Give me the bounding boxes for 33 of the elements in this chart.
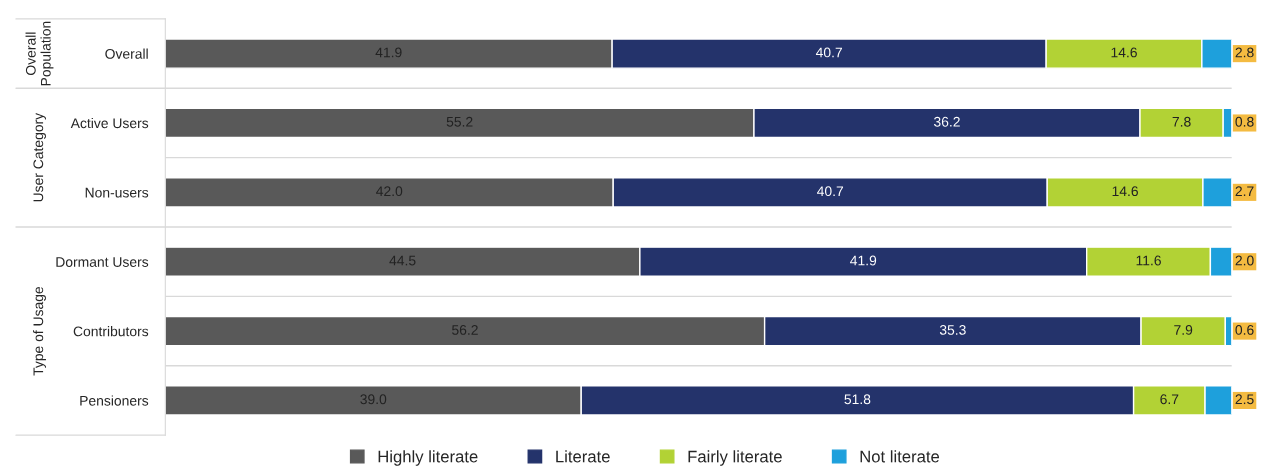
data-label: 7.8 <box>1172 116 1191 127</box>
legend-label: Highly literate <box>378 450 478 466</box>
data-label: 35.3 <box>939 324 966 335</box>
data-label: 56.2 <box>452 324 478 335</box>
data-label: 40.7 <box>815 47 842 58</box>
data-label: 55.2 <box>446 116 473 127</box>
y-tick-label: Active Users <box>70 117 149 129</box>
data-label: 41.9 <box>850 255 877 266</box>
data-label: 40.7 <box>817 186 844 197</box>
y-tick-label: Contributors <box>73 326 149 337</box>
y-tick-label: Non-users <box>85 187 149 198</box>
data-label: 0.6 <box>1235 324 1254 335</box>
data-label: 14.6 <box>1111 47 1137 58</box>
text: User Category <box>33 112 46 202</box>
text: Overall Population <box>25 21 54 86</box>
y-tick-label: Overall <box>105 48 148 59</box>
y-tick-label: Pensioners <box>80 395 149 406</box>
data-label: 14.6 <box>1112 186 1138 197</box>
legend-label: Literate <box>556 450 610 463</box>
data-label: 2.5 <box>1235 394 1254 405</box>
data-label: 36.2 <box>934 116 960 127</box>
data-label: 6.7 <box>1160 394 1179 405</box>
legend-label: Fairly literate <box>688 450 782 466</box>
data-label: 0.8 <box>1235 116 1254 127</box>
data-label: 2.8 <box>1235 47 1254 58</box>
legend-label: Not literate <box>860 450 940 463</box>
data-label: 51.8 <box>844 394 871 405</box>
data-label: 11.6 <box>1136 255 1161 266</box>
data-label: 7.9 <box>1174 324 1193 335</box>
data-label: 2.7 <box>1235 186 1254 196</box>
text: Type of Usage <box>33 286 46 376</box>
y-tick-label: Dormant Users <box>56 257 149 267</box>
data-label: 2.0 <box>1235 255 1254 266</box>
